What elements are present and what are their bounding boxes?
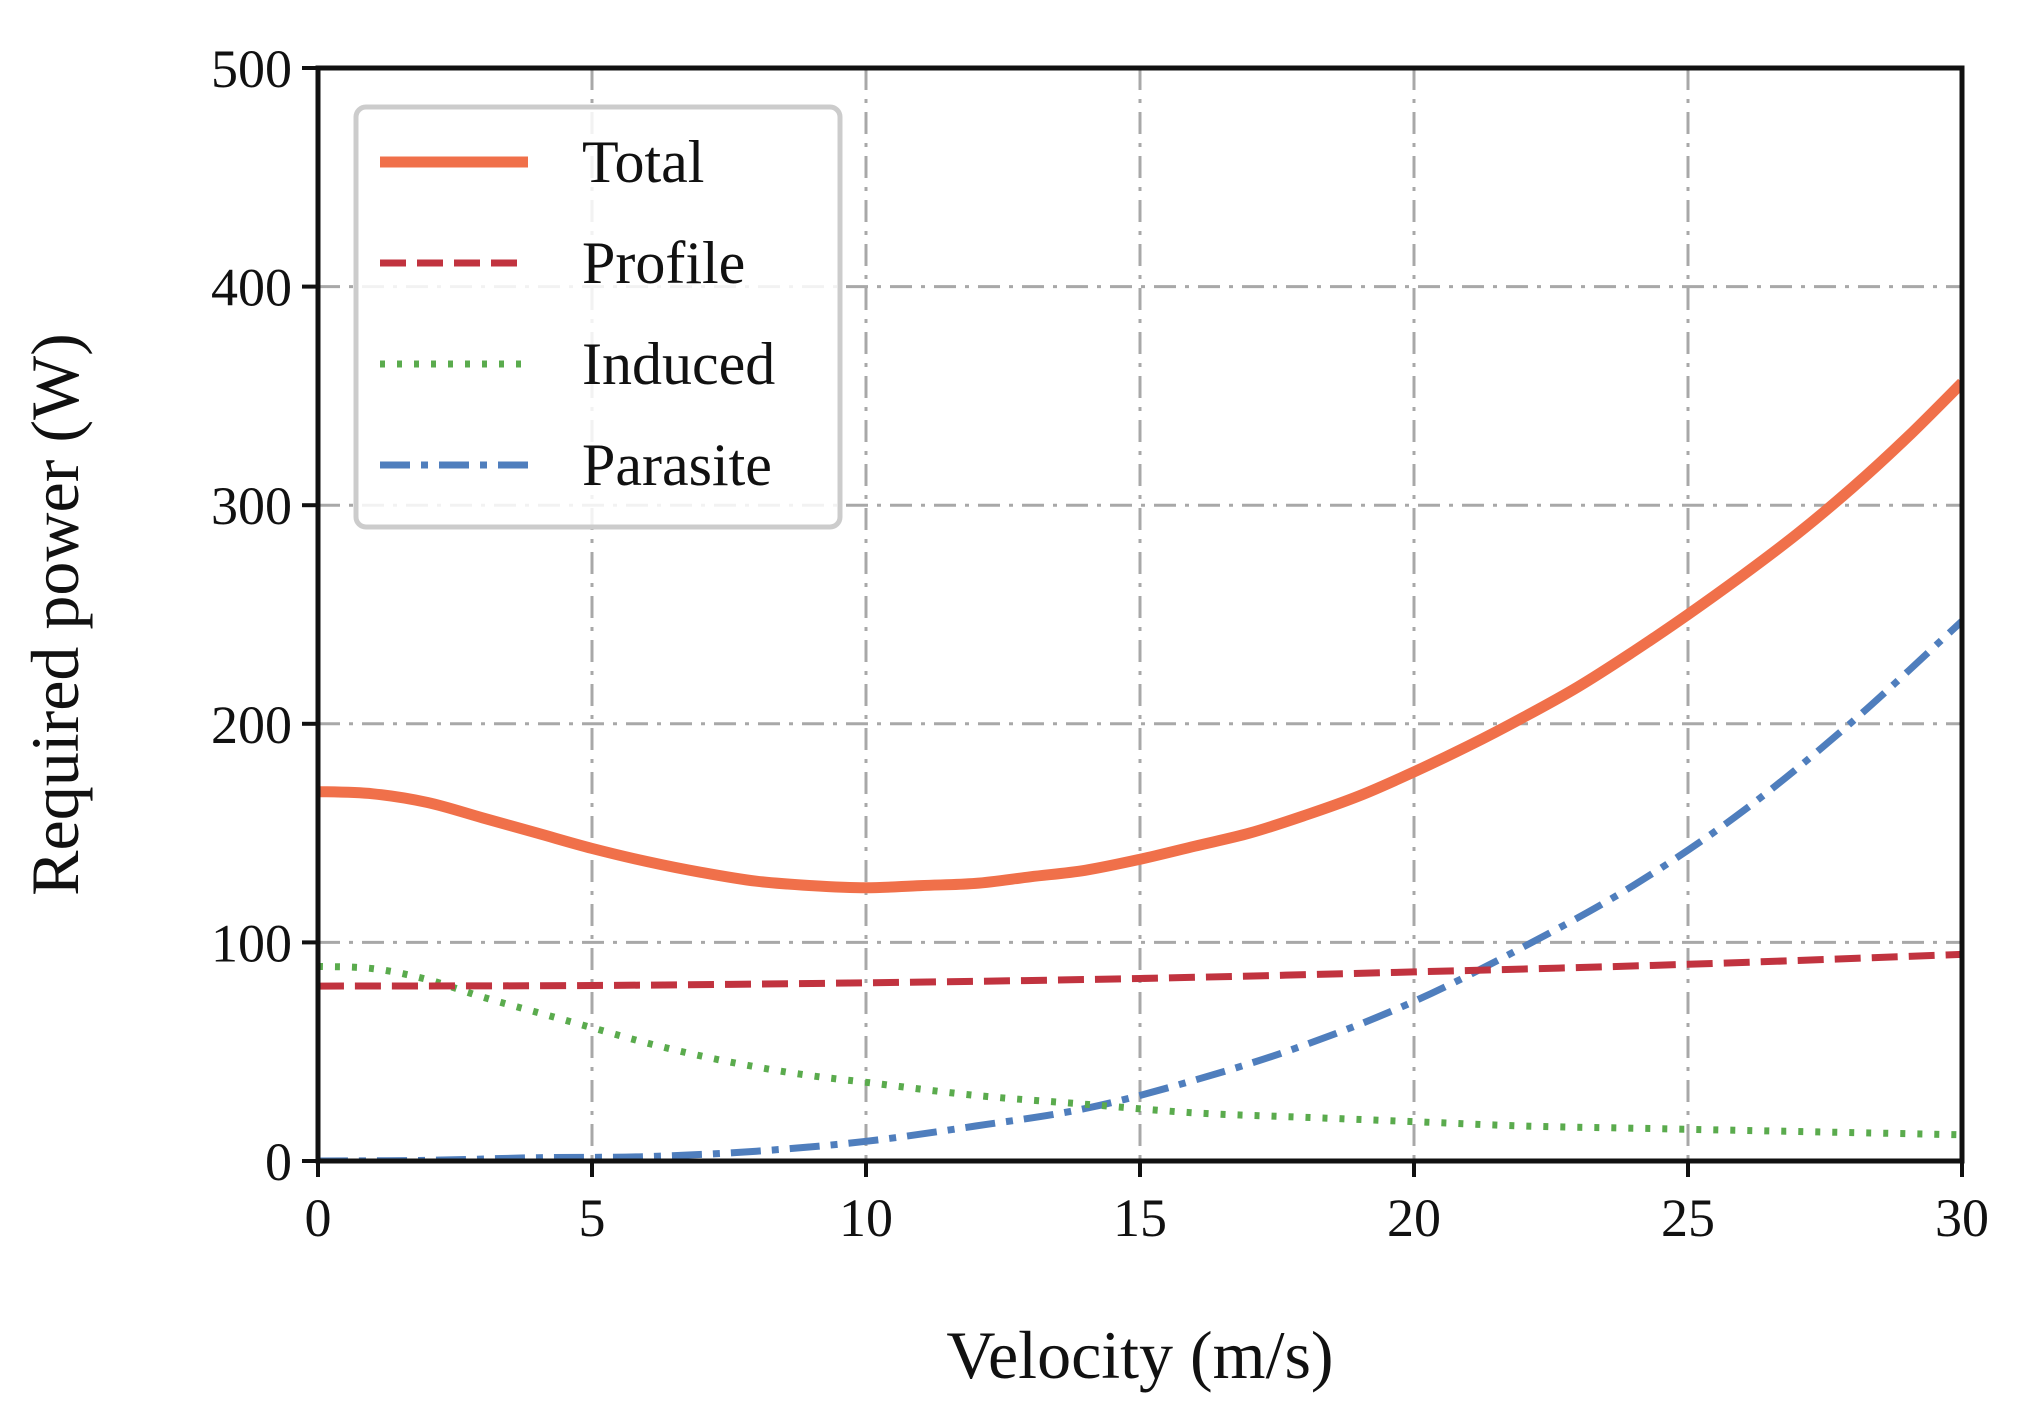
x-tick-label-25: 25 bbox=[1661, 1188, 1715, 1248]
series-line-profile bbox=[318, 950, 1962, 990]
y-tick-label-100: 100 bbox=[211, 913, 292, 973]
y-tick-label-0: 0 bbox=[265, 1132, 292, 1192]
legend: Total Profile Induced Parasite bbox=[353, 104, 843, 530]
y-tick-label-400: 400 bbox=[211, 258, 292, 318]
x-tick-label-10: 10 bbox=[839, 1188, 893, 1248]
series-line-total bbox=[318, 378, 1962, 894]
x-tick-label-20: 20 bbox=[1387, 1188, 1441, 1248]
y-tick-label-200: 200 bbox=[211, 695, 292, 755]
legend-box bbox=[353, 104, 843, 530]
legend-label-profile: Profile bbox=[582, 230, 745, 296]
x-tick-label-15: 15 bbox=[1113, 1188, 1167, 1248]
series-lines bbox=[318, 378, 1962, 1161]
legend-label-total: Total bbox=[582, 129, 704, 195]
legend-label-induced: Induced bbox=[582, 331, 775, 397]
y-tick-label-300: 300 bbox=[211, 476, 292, 536]
y-tick-label-500: 500 bbox=[211, 39, 292, 99]
x-axis-title: Velocity (m/s) bbox=[946, 1317, 1333, 1393]
series-line-parasite bbox=[318, 618, 1962, 1161]
y-axis-title: Required power (W) bbox=[17, 333, 93, 896]
x-tick-label-30: 30 bbox=[1935, 1188, 1989, 1248]
x-tick-label-0: 0 bbox=[305, 1188, 332, 1248]
legend-label-parasite: Parasite bbox=[582, 432, 772, 498]
series-line-induced bbox=[318, 962, 1962, 1139]
x-tick-label-5: 5 bbox=[579, 1188, 606, 1248]
